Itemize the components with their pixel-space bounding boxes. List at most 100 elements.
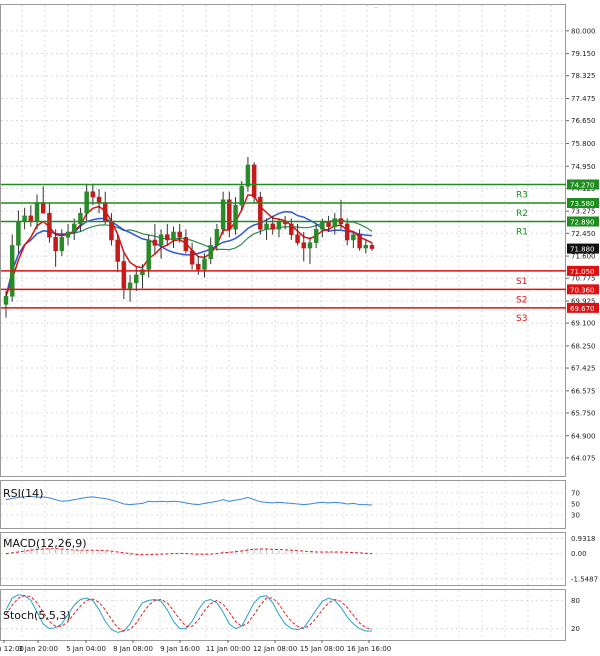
level-price-tag bbox=[567, 179, 599, 190]
candle-up bbox=[22, 215, 27, 222]
candle-up bbox=[320, 220, 325, 230]
y-tick-label: 69.925 bbox=[571, 298, 596, 306]
y-tick-label: 80.000 bbox=[571, 27, 596, 35]
y-tick-label: 74.950 bbox=[571, 163, 596, 171]
candle-down bbox=[121, 261, 127, 289]
candle-down bbox=[109, 220, 114, 241]
candle-up bbox=[351, 234, 356, 241]
macd-tick-label: 0.00 bbox=[571, 550, 587, 558]
rsi-tick-label: 30 bbox=[571, 512, 580, 520]
level-label-r1: R1 bbox=[516, 227, 528, 237]
candle-up bbox=[140, 269, 145, 276]
y-tick-label: 68.250 bbox=[571, 342, 596, 350]
candle-up bbox=[134, 274, 139, 284]
y-tick-label: 70.775 bbox=[571, 275, 596, 283]
candle-up bbox=[264, 223, 269, 230]
panel-frame-rsi bbox=[0, 480, 566, 529]
macd-tick-label: 0.9318 bbox=[571, 535, 596, 543]
candle-up bbox=[202, 258, 207, 270]
rsi-line bbox=[5, 495, 373, 506]
candle-down bbox=[165, 234, 170, 241]
candle-down bbox=[357, 234, 362, 249]
level-price-tag bbox=[567, 265, 599, 276]
candle-up bbox=[307, 242, 313, 249]
level-price-tag bbox=[567, 197, 599, 208]
panel-frame-main bbox=[0, 4, 566, 477]
candle-down bbox=[369, 245, 375, 249]
y-tick-label: 64.900 bbox=[571, 432, 596, 440]
macd-tick-label: -1.5487 bbox=[571, 575, 598, 583]
y-tick-label: 75.800 bbox=[571, 140, 596, 148]
candle-down bbox=[183, 237, 189, 251]
stoch-tick-label: 80 bbox=[571, 597, 580, 605]
candle-down bbox=[289, 223, 294, 235]
y-tick-label: 78.325 bbox=[571, 72, 596, 80]
candle-up bbox=[220, 199, 226, 230]
candle-down bbox=[96, 196, 102, 203]
candle-up bbox=[34, 202, 40, 222]
x-tick-label: 2 Jan 12:00 bbox=[0, 645, 24, 653]
x-tick-label: 11 Jan 00:00 bbox=[206, 645, 250, 653]
candle-up bbox=[245, 164, 251, 187]
candle-up bbox=[59, 237, 65, 251]
candle-down bbox=[90, 191, 96, 198]
candle-up bbox=[16, 220, 21, 246]
candle-down bbox=[189, 250, 195, 265]
candle-down bbox=[28, 215, 34, 222]
level-label-s2: S2 bbox=[516, 295, 527, 305]
last-price-tag-text: 71.880 bbox=[570, 246, 595, 254]
candle-up bbox=[233, 204, 238, 230]
level-price-tag bbox=[567, 284, 599, 295]
candle-down bbox=[47, 212, 52, 238]
panel-frame-macd bbox=[0, 532, 566, 586]
macd-signal-line bbox=[5, 548, 373, 556]
candle-up bbox=[65, 231, 71, 238]
stoch-d-line bbox=[5, 595, 373, 632]
candle-down bbox=[258, 196, 263, 230]
candle-down bbox=[115, 239, 120, 262]
x-tick-label: 9 Jan 16:00 bbox=[160, 645, 200, 653]
candle-down bbox=[152, 239, 158, 246]
last-price-tag bbox=[567, 243, 599, 254]
level-label-r2: R2 bbox=[516, 209, 528, 219]
level-price-tag-text: 74.270 bbox=[570, 181, 595, 189]
y-tick-label: 79.150 bbox=[571, 50, 596, 58]
level-price-tag bbox=[567, 216, 599, 227]
level-price-tag-text: 73.580 bbox=[570, 200, 595, 208]
y-tick-label: 72.450 bbox=[571, 230, 596, 238]
stoch-tick-label: 20 bbox=[571, 625, 580, 633]
candle-up bbox=[332, 218, 338, 227]
candle-up bbox=[276, 220, 282, 230]
candle-up bbox=[214, 229, 220, 246]
candle-up bbox=[158, 234, 164, 246]
rsi-label: RSI(14) bbox=[3, 487, 43, 500]
y-tick-label: 67.425 bbox=[571, 365, 596, 373]
candle-down bbox=[270, 223, 275, 230]
candle-up bbox=[146, 239, 151, 270]
candle-up bbox=[78, 212, 83, 225]
candle-down bbox=[177, 231, 182, 238]
x-tick-label: 8 Jan 08:00 bbox=[113, 645, 153, 653]
y-tick-label: 65.750 bbox=[571, 409, 596, 417]
macd-label: MACD(12,26,9) bbox=[3, 537, 87, 550]
rsi-tick-label: 50 bbox=[571, 501, 580, 509]
y-tick-label: 73.275 bbox=[571, 208, 596, 216]
y-tick-label: 66.575 bbox=[571, 387, 596, 395]
candle-up bbox=[127, 282, 133, 289]
y-tick-label: 64.075 bbox=[571, 454, 596, 462]
rsi-tick-label: 70 bbox=[571, 490, 580, 498]
candle-down bbox=[344, 223, 350, 241]
x-tick-label: 15 Jan 08:00 bbox=[300, 645, 344, 653]
y-tick-label: 69.100 bbox=[571, 320, 596, 328]
candle-down bbox=[251, 164, 257, 198]
candle-up bbox=[208, 245, 213, 260]
x-tick-label: 12 Jan 08:00 bbox=[253, 645, 297, 653]
level-price-tag-text: 69.670 bbox=[570, 305, 595, 313]
y-tick-label: 76.650 bbox=[571, 117, 596, 125]
candle-up bbox=[313, 229, 319, 243]
y-tick-label: 77.475 bbox=[571, 95, 596, 103]
candle-down bbox=[196, 263, 201, 270]
candle-up bbox=[363, 245, 369, 249]
candle-up bbox=[171, 231, 176, 241]
